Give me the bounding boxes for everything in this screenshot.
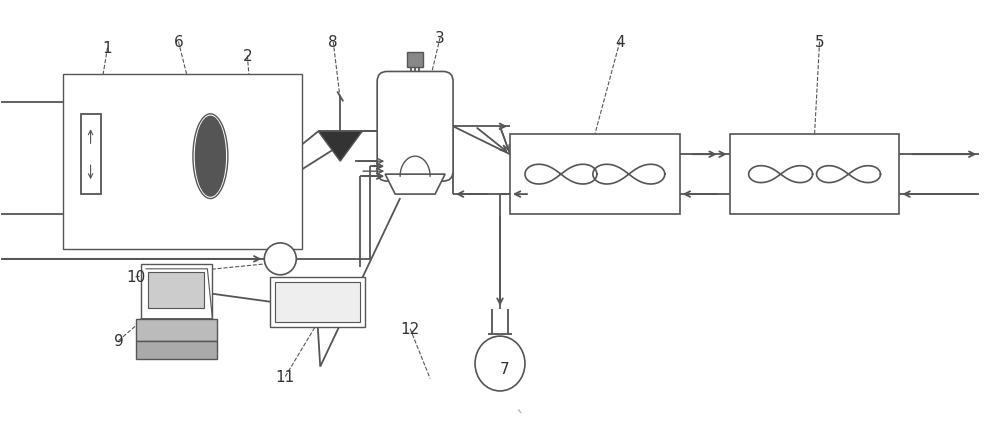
Ellipse shape	[168, 107, 253, 207]
Polygon shape	[385, 175, 445, 194]
FancyBboxPatch shape	[377, 72, 453, 182]
Polygon shape	[318, 132, 362, 162]
Text: 8: 8	[328, 35, 338, 50]
Text: 12: 12	[400, 322, 420, 336]
Text: 5: 5	[815, 35, 824, 50]
Ellipse shape	[193, 115, 228, 199]
Text: 6: 6	[174, 35, 183, 50]
Bar	[275, 282, 360, 322]
Text: 2: 2	[243, 49, 252, 64]
Bar	[148, 272, 204, 308]
Ellipse shape	[188, 113, 233, 201]
Ellipse shape	[195, 117, 225, 197]
Bar	[140, 264, 212, 319]
Text: 1: 1	[103, 41, 112, 56]
Bar	[270, 277, 365, 327]
Ellipse shape	[173, 108, 248, 205]
Ellipse shape	[163, 105, 258, 208]
Text: 11: 11	[276, 369, 295, 384]
Text: 3: 3	[435, 31, 445, 46]
Text: 9: 9	[114, 333, 123, 349]
Text: 10: 10	[126, 270, 145, 285]
Ellipse shape	[475, 336, 525, 391]
Bar	[407, 53, 423, 68]
Text: 4: 4	[615, 35, 625, 50]
Bar	[136, 319, 217, 341]
Text: 7: 7	[500, 361, 510, 376]
Ellipse shape	[183, 112, 238, 202]
Circle shape	[264, 243, 296, 275]
Bar	[81, 115, 101, 194]
Text: `: `	[515, 409, 524, 427]
Bar	[730, 135, 899, 214]
Bar	[510, 135, 680, 214]
Bar	[136, 341, 217, 359]
Bar	[63, 75, 302, 249]
Ellipse shape	[178, 110, 243, 204]
